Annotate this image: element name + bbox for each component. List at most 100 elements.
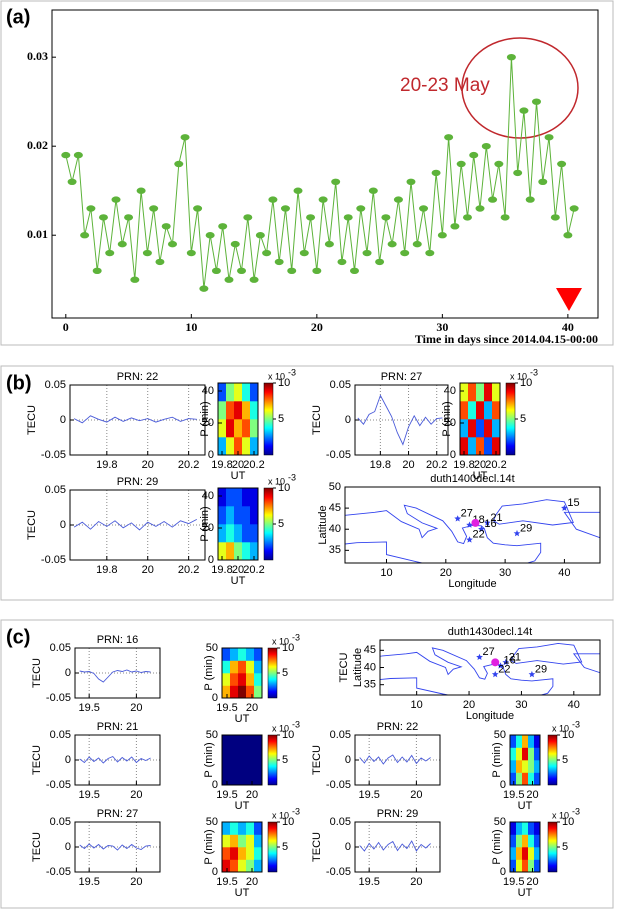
y-tick-label: -0.05 bbox=[41, 554, 66, 566]
y-tick-label: -0.05 bbox=[46, 866, 71, 878]
x-tick-label: 20 bbox=[130, 876, 142, 888]
y-tick-label: 0 bbox=[60, 414, 66, 426]
heatmap-cell bbox=[522, 735, 529, 748]
colorbar-exponent: -3 bbox=[292, 632, 300, 642]
station-point bbox=[484, 519, 491, 526]
heatmap-cell bbox=[492, 401, 501, 420]
heatmap-cell bbox=[528, 772, 535, 786]
heatmap-cell bbox=[218, 506, 227, 525]
data-line bbox=[79, 843, 151, 851]
heatmap-cell bbox=[250, 488, 259, 507]
y-axis-label: P (min) bbox=[491, 742, 503, 777]
heatmap-cell bbox=[510, 735, 517, 748]
epicenter bbox=[471, 518, 480, 527]
heatmap-cell bbox=[222, 859, 231, 873]
heatmap-cell bbox=[230, 760, 239, 773]
heatmap-cell bbox=[242, 524, 251, 543]
data-line bbox=[357, 394, 443, 446]
data-line bbox=[79, 755, 151, 764]
heatmap-cell bbox=[230, 747, 239, 761]
y-tick-label: 50 bbox=[206, 729, 218, 741]
plot-frame bbox=[221, 647, 263, 699]
heatmap-cell bbox=[468, 401, 477, 420]
heatmap-cell bbox=[492, 437, 501, 456]
panel-frame bbox=[0, 0, 614, 346]
y-axis-label: Latitude bbox=[317, 505, 329, 544]
heatmap-cell bbox=[254, 660, 263, 674]
marker-triangle bbox=[556, 288, 582, 311]
heatmap-cell bbox=[516, 760, 523, 773]
heatmap-cell bbox=[246, 747, 255, 761]
station-point bbox=[497, 662, 504, 669]
y-axis-label: P (min) bbox=[203, 829, 215, 864]
heatmap-cell bbox=[246, 772, 255, 786]
heatmap-cell bbox=[250, 506, 259, 525]
heatmap-cell bbox=[528, 834, 535, 848]
data-point bbox=[180, 134, 190, 141]
heatmap-cell bbox=[222, 847, 231, 860]
data-point bbox=[199, 285, 209, 292]
colorbar-tick-label: 5 bbox=[282, 754, 288, 766]
y-axis-label: TECU bbox=[311, 832, 323, 862]
plot-frame bbox=[69, 489, 206, 561]
data-point bbox=[124, 214, 134, 221]
data-point bbox=[481, 142, 491, 150]
heatmap-cell bbox=[246, 673, 255, 686]
heatmap-cell bbox=[226, 419, 235, 438]
data-point bbox=[513, 169, 523, 177]
data-line bbox=[359, 840, 431, 852]
heatmap-cell bbox=[484, 437, 493, 456]
colorbar-label: x 10 bbox=[268, 476, 285, 486]
x-tick-label: 20 bbox=[410, 876, 422, 888]
station-label: 29 bbox=[535, 663, 547, 675]
panel-label: (a) bbox=[6, 6, 30, 28]
heatmap-cell bbox=[528, 859, 535, 873]
heatmap-cell bbox=[222, 772, 231, 786]
x-tick-label: 19.5 bbox=[78, 876, 99, 888]
colorbar-tick-label: 5 bbox=[278, 413, 284, 425]
station-label: 21 bbox=[490, 512, 502, 524]
data-point bbox=[494, 160, 504, 168]
x-tick-label: 19.8 bbox=[96, 564, 117, 576]
data-line bbox=[73, 415, 197, 424]
y-tick-label: 0 bbox=[60, 519, 66, 531]
heatmap-cell bbox=[534, 847, 541, 860]
data-point bbox=[249, 276, 259, 283]
y-tick-label: 0.01 bbox=[27, 227, 48, 241]
heatmap-cell bbox=[230, 772, 239, 786]
heatmap-cell bbox=[246, 847, 255, 860]
x-tick-label: 20.2 bbox=[485, 459, 506, 471]
panel-frame bbox=[0, 365, 614, 601]
heatmap-cell bbox=[242, 437, 251, 456]
heatmap-cell bbox=[238, 772, 247, 786]
colorbar-label: x 10 bbox=[552, 810, 569, 820]
y-tick-label: 0.05 bbox=[45, 484, 66, 496]
plot-frame bbox=[354, 384, 449, 456]
colorbar bbox=[267, 734, 278, 786]
y-tick-label: 20 bbox=[202, 417, 214, 429]
heatmap-cell bbox=[218, 542, 227, 561]
x-tick-label: 20 bbox=[246, 789, 258, 801]
station-point bbox=[528, 670, 536, 678]
x-tick-label: 20.2 bbox=[178, 459, 199, 471]
data-point bbox=[306, 214, 316, 221]
data-point bbox=[557, 160, 567, 168]
heatmap-cell bbox=[218, 437, 227, 456]
plot-frame bbox=[69, 384, 206, 456]
x-axis-label: UT bbox=[473, 470, 488, 482]
plot-title: PRN: 29 bbox=[377, 808, 419, 820]
data-point bbox=[387, 240, 397, 248]
data-point bbox=[356, 205, 366, 212]
heatmap-cell bbox=[230, 660, 239, 674]
data-point bbox=[280, 205, 290, 212]
plot-frame bbox=[74, 647, 161, 699]
heatmap-cell bbox=[234, 401, 243, 420]
heatmap-cell bbox=[516, 847, 523, 860]
data-point bbox=[255, 232, 265, 239]
heatmap-cell bbox=[522, 859, 529, 873]
colorbar-tick-label: 10 bbox=[278, 482, 290, 494]
x-tick-label: 19.8 bbox=[453, 459, 474, 471]
plot-title: PRN: 21 bbox=[97, 721, 139, 733]
y-axis-label: TECU bbox=[311, 405, 323, 435]
heatmap-cell bbox=[230, 834, 239, 848]
